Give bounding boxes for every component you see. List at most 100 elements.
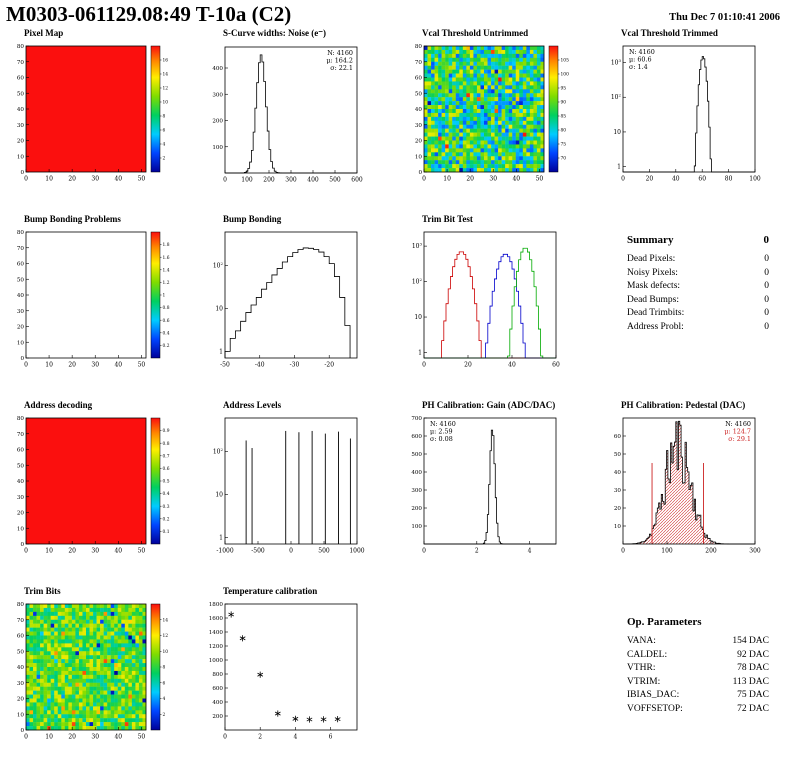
bump-bonding-plot: -50 -40 -30 -20 1 10 102 xyxy=(213,231,358,369)
svg-text:50: 50 xyxy=(138,362,146,369)
colorbar: 2 4 6 8 10 12 14 xyxy=(150,603,169,731)
svg-text:10: 10 xyxy=(163,101,169,106)
scatter-marker xyxy=(239,635,246,642)
svg-text:600: 600 xyxy=(212,686,223,692)
svg-text:400: 400 xyxy=(212,66,223,72)
svg-text:0.1: 0.1 xyxy=(163,530,170,535)
svg-text:30: 30 xyxy=(91,734,99,741)
chart-cell-bump-problems: Bump Bonding Problems 0.2 0.4 0.6 0.8 1 1.2 1.… xyxy=(0,212,199,398)
svg-text:0: 0 xyxy=(422,548,426,555)
x-axis: 0 20 40 60 80 100 xyxy=(621,169,761,183)
svg-text:1.2: 1.2 xyxy=(163,281,170,286)
chart-cell-trim-bits: Trim Bits 2 4 6 8 10 12 14 0 10 20 30 40 50 0 10 20 30 40… xyxy=(0,584,199,770)
address-decoding-plot: 0.1 0.2 0.3 0.4 0.5 0.6 0.7 0.8 0.9 0 10 20 30 40 50 0 1… xyxy=(17,416,170,555)
svg-text:102: 102 xyxy=(611,93,622,102)
svg-text:50: 50 xyxy=(536,176,544,183)
svg-text:20: 20 xyxy=(17,511,25,517)
x-axis: 0 10 20 30 40 50 xyxy=(24,355,145,369)
summary-row-label: Dead Pixels: xyxy=(627,254,676,264)
y-axis: 100 200 300 400 xyxy=(212,66,228,151)
svg-text:70: 70 xyxy=(17,60,25,66)
svg-text:200: 200 xyxy=(411,506,422,512)
svg-text:40: 40 xyxy=(17,107,25,113)
svg-text:40: 40 xyxy=(17,293,25,299)
svg-text:-40: -40 xyxy=(255,362,265,369)
svg-text:σ: 29.1: σ: 29.1 xyxy=(728,435,751,443)
chart-title: Address Levels xyxy=(223,400,282,410)
plot-content xyxy=(424,429,556,545)
empty-cell xyxy=(398,584,597,770)
svg-text:300: 300 xyxy=(285,177,297,184)
summary-title: Summary xyxy=(627,234,674,246)
chart-cell-scurve-noise: S-Curve widths: Noise (e⁻) 0 100 200 300 400… xyxy=(199,26,398,212)
svg-text:102: 102 xyxy=(213,447,224,456)
svg-text:10: 10 xyxy=(613,129,621,136)
svg-text:20: 20 xyxy=(415,139,423,145)
svg-text:μ: 164.2: μ: 164.2 xyxy=(326,57,353,65)
svg-text:103: 103 xyxy=(611,58,622,67)
svg-text:85: 85 xyxy=(561,115,567,120)
svg-text:0.8: 0.8 xyxy=(163,442,170,447)
svg-text:200: 200 xyxy=(212,119,223,125)
svg-text:0.9: 0.9 xyxy=(163,429,170,434)
svg-text:10: 10 xyxy=(17,712,25,718)
svg-text:6: 6 xyxy=(163,681,166,686)
svg-text:4: 4 xyxy=(163,143,166,148)
scurve-noise-plot: 0 100 200 300 400 500 600 100 200 300 400 N: 4160μ:… xyxy=(212,46,363,184)
x-axis: 0 2 4 6 xyxy=(223,727,333,741)
op-parameter-row: VOFFSETOP: 72 DAC xyxy=(627,703,769,717)
op-parameter-value: 154 DAC xyxy=(732,636,769,646)
x-axis: 0 10 20 30 40 50 xyxy=(422,169,543,183)
svg-text:40: 40 xyxy=(114,176,122,183)
trim-bits-plot: 2 4 6 8 10 12 14 0 10 20 30 40 50 0 10 20 30 40 50 60 70 80 xyxy=(17,602,169,741)
temperature-calibration-plot: 0 2 4 6 200 400 600 800 1000 1200 1400 1600 1800 xyxy=(209,602,358,741)
svg-text:10: 10 xyxy=(45,362,53,369)
svg-text:1: 1 xyxy=(219,534,223,541)
plot-frame xyxy=(423,231,557,359)
plot-frame xyxy=(622,45,756,173)
x-axis: 0 10 20 30 40 50 xyxy=(24,169,145,183)
svg-text:1.4: 1.4 xyxy=(163,268,170,273)
y-axis: 0 10 20 30 40 50 60 70 80 xyxy=(17,416,29,548)
svg-text:1: 1 xyxy=(418,350,422,357)
svg-text:60: 60 xyxy=(552,362,560,369)
x-axis: 0 20 40 60 xyxy=(422,355,560,369)
svg-text:80: 80 xyxy=(17,230,25,236)
svg-text:300: 300 xyxy=(749,548,761,555)
plot-content xyxy=(245,430,351,544)
plot-content xyxy=(424,247,556,359)
summary-row-value: 0 xyxy=(764,267,769,278)
svg-text:0: 0 xyxy=(223,177,227,184)
svg-text:30: 30 xyxy=(91,548,99,555)
svg-text:50: 50 xyxy=(415,91,423,97)
op-parameter-label: VOFFSETOP: xyxy=(627,703,683,714)
chart-title: Pixel Map xyxy=(24,28,64,38)
svg-text:100: 100 xyxy=(561,73,570,78)
op-parameter-value: 75 DAC xyxy=(737,690,769,700)
colorbar: 2 4 6 8 10 12 14 16 xyxy=(150,45,169,173)
svg-text:0: 0 xyxy=(24,176,28,183)
svg-text:200: 200 xyxy=(705,548,717,555)
svg-text:100: 100 xyxy=(749,176,761,183)
chart-cell-address-decoding: Address decoding 0.1 0.2 0.3 0.4 0.5 0.6 0.7 0.… xyxy=(0,398,199,584)
svg-text:20: 20 xyxy=(68,734,76,741)
summary-row-label: Dead Bumps: xyxy=(627,294,679,305)
svg-text:40: 40 xyxy=(17,479,25,485)
svg-text:50: 50 xyxy=(17,277,25,283)
chart-title: Trim Bit Test xyxy=(422,214,473,224)
svg-text:100: 100 xyxy=(411,524,422,530)
op-parameter-label: VTHR: xyxy=(627,663,656,673)
bump-problems-plot: 0.2 0.4 0.6 0.8 1 1.2 1.4 1.6 1.8 0 10 20 30 40 50 0 10 2… xyxy=(17,230,170,369)
svg-text:30: 30 xyxy=(91,176,99,183)
page-title: M0303-061129.08:49 T-10a (C2) xyxy=(6,2,292,26)
svg-text:800: 800 xyxy=(212,672,223,678)
svg-text:300: 300 xyxy=(212,92,223,98)
svg-text:102: 102 xyxy=(412,277,423,286)
svg-text:200: 200 xyxy=(263,177,275,184)
svg-text:1200: 1200 xyxy=(209,644,224,650)
svg-text:14: 14 xyxy=(163,618,169,623)
svg-text:50: 50 xyxy=(138,548,146,555)
